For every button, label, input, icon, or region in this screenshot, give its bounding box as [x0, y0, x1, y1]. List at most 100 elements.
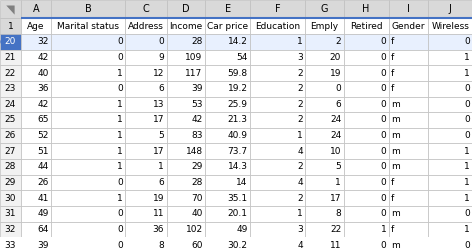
- Text: 109: 109: [185, 53, 203, 62]
- Bar: [344, 128, 389, 143]
- Bar: [389, 96, 428, 112]
- Text: 8: 8: [336, 209, 341, 218]
- Text: 36: 36: [37, 84, 49, 93]
- Text: 0: 0: [381, 84, 386, 93]
- Bar: [389, 65, 428, 81]
- Bar: [51, 65, 125, 81]
- Text: 0: 0: [117, 178, 123, 187]
- Bar: [205, 34, 250, 50]
- Text: 40.9: 40.9: [228, 131, 248, 140]
- Bar: [305, 221, 344, 237]
- Text: 32: 32: [37, 37, 49, 46]
- Text: 65: 65: [37, 116, 49, 124]
- Text: 13: 13: [153, 100, 164, 109]
- Text: Gender: Gender: [392, 22, 425, 31]
- Text: E: E: [225, 4, 231, 14]
- Bar: [0, 65, 21, 81]
- Bar: [21, 175, 51, 190]
- Text: 0: 0: [117, 37, 123, 46]
- Bar: [250, 206, 305, 221]
- Text: 3: 3: [297, 53, 303, 62]
- Bar: [250, 0, 305, 18]
- Text: 11: 11: [153, 209, 164, 218]
- Bar: [428, 0, 472, 18]
- Bar: [389, 175, 428, 190]
- Text: 30.2: 30.2: [228, 241, 248, 248]
- Text: 2: 2: [297, 162, 303, 171]
- Text: 28: 28: [191, 37, 203, 46]
- Text: 3: 3: [297, 225, 303, 234]
- Text: 25: 25: [5, 116, 16, 124]
- Bar: [250, 175, 305, 190]
- Text: 1: 1: [297, 131, 303, 140]
- Text: 26: 26: [5, 131, 16, 140]
- Text: 12: 12: [153, 68, 164, 78]
- Text: B: B: [85, 4, 91, 14]
- Text: 1: 1: [464, 53, 470, 62]
- Bar: [125, 237, 166, 248]
- Bar: [428, 65, 472, 81]
- Bar: [0, 128, 21, 143]
- Bar: [428, 143, 472, 159]
- Bar: [21, 112, 51, 128]
- Bar: [125, 175, 166, 190]
- Text: Income: Income: [169, 22, 202, 31]
- Bar: [344, 237, 389, 248]
- Bar: [125, 50, 166, 65]
- Text: 29: 29: [191, 162, 203, 171]
- Bar: [389, 128, 428, 143]
- Text: 10: 10: [330, 147, 341, 156]
- Bar: [0, 96, 21, 112]
- Bar: [428, 159, 472, 175]
- Bar: [205, 190, 250, 206]
- Text: m: m: [391, 116, 400, 124]
- Bar: [305, 112, 344, 128]
- Text: 1: 1: [117, 131, 123, 140]
- Text: 0: 0: [464, 37, 470, 46]
- Text: 0: 0: [158, 37, 164, 46]
- Text: 22: 22: [330, 225, 341, 234]
- Bar: [428, 50, 472, 65]
- Bar: [21, 159, 51, 175]
- Bar: [389, 0, 428, 18]
- Text: 40: 40: [191, 209, 203, 218]
- Text: 59.8: 59.8: [228, 68, 248, 78]
- Bar: [51, 34, 125, 50]
- Text: 1: 1: [336, 178, 341, 187]
- Text: 60: 60: [191, 241, 203, 248]
- Bar: [125, 81, 166, 96]
- Text: D: D: [182, 4, 190, 14]
- Text: 21.3: 21.3: [228, 116, 248, 124]
- Bar: [21, 221, 51, 237]
- Bar: [125, 143, 166, 159]
- Text: Education: Education: [255, 22, 300, 31]
- Bar: [51, 50, 125, 65]
- Text: 0: 0: [464, 100, 470, 109]
- Bar: [305, 0, 344, 18]
- Bar: [428, 96, 472, 112]
- Bar: [51, 81, 125, 96]
- Text: 33: 33: [5, 241, 16, 248]
- Text: 42: 42: [37, 100, 49, 109]
- Text: 23: 23: [5, 84, 16, 93]
- Text: 1: 1: [464, 147, 470, 156]
- Bar: [305, 237, 344, 248]
- Bar: [125, 206, 166, 221]
- Bar: [250, 237, 305, 248]
- Text: 53: 53: [191, 100, 203, 109]
- Bar: [250, 96, 305, 112]
- Text: 42: 42: [191, 116, 203, 124]
- Bar: [125, 65, 166, 81]
- Text: A: A: [33, 4, 39, 14]
- Bar: [166, 0, 205, 18]
- Text: G: G: [320, 4, 328, 14]
- Bar: [389, 81, 428, 96]
- Text: H: H: [363, 4, 370, 14]
- Text: 1: 1: [158, 162, 164, 171]
- Text: 42: 42: [37, 53, 49, 62]
- Bar: [428, 128, 472, 143]
- Bar: [428, 81, 472, 96]
- Text: 17: 17: [153, 116, 164, 124]
- Bar: [125, 128, 166, 143]
- Bar: [21, 190, 51, 206]
